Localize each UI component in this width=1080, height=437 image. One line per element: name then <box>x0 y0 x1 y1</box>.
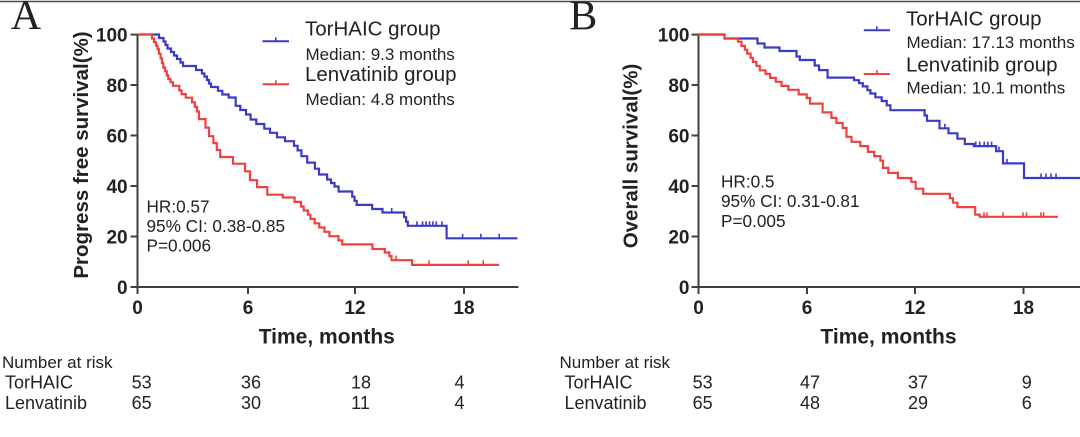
svg-text:Median: 10.1 months: Median: 10.1 months <box>907 78 1066 97</box>
svg-text:0: 0 <box>132 298 143 319</box>
svg-text:Lenvatinib group: Lenvatinib group <box>906 53 1058 76</box>
svg-text:0: 0 <box>117 278 128 299</box>
svg-text:18: 18 <box>1013 298 1034 319</box>
svg-text:TorHAIC group: TorHAIC group <box>305 17 441 40</box>
svg-text:Lenvatinib: Lenvatinib <box>565 393 647 413</box>
svg-text:12: 12 <box>904 298 925 319</box>
svg-text:6: 6 <box>243 298 254 319</box>
svg-text:37: 37 <box>908 373 928 393</box>
svg-text:20: 20 <box>668 228 689 249</box>
svg-text:40: 40 <box>106 177 127 198</box>
svg-text:95% CI: 0.38-0.85: 95% CI: 0.38-0.85 <box>147 216 286 236</box>
svg-text:11: 11 <box>351 393 370 413</box>
svg-text:B: B <box>569 0 597 40</box>
svg-text:29: 29 <box>908 393 928 413</box>
svg-text:65: 65 <box>132 393 152 413</box>
svg-text:Lenvatinib: Lenvatinib <box>5 393 87 413</box>
svg-text:Lenvatinib group: Lenvatinib group <box>305 63 457 86</box>
svg-text:Number at risk: Number at risk <box>560 353 671 372</box>
svg-text:20: 20 <box>106 228 127 249</box>
svg-text:80: 80 <box>106 76 127 97</box>
svg-text:TorHAIC group: TorHAIC group <box>906 7 1042 30</box>
svg-text:6: 6 <box>802 298 813 319</box>
svg-text:30: 30 <box>241 393 261 413</box>
svg-text:P=0.006: P=0.006 <box>147 236 212 256</box>
svg-text:80: 80 <box>668 76 689 97</box>
svg-text:Time, months: Time, months <box>820 325 956 348</box>
svg-text:18: 18 <box>453 298 474 319</box>
svg-text:40: 40 <box>668 177 689 198</box>
svg-text:60: 60 <box>668 127 689 148</box>
svg-text:48: 48 <box>800 393 820 413</box>
svg-text:Number at risk: Number at risk <box>2 353 113 372</box>
svg-text:100: 100 <box>658 26 690 47</box>
svg-text:47: 47 <box>800 373 820 393</box>
svg-text:65: 65 <box>693 393 713 413</box>
svg-text:18: 18 <box>351 373 371 393</box>
svg-text:0: 0 <box>693 298 704 319</box>
svg-text:Overall survival(%): Overall survival(%) <box>620 64 643 249</box>
svg-text:36: 36 <box>241 373 261 393</box>
svg-text:0: 0 <box>679 278 690 299</box>
svg-text:Median: 17.13 months: Median: 17.13 months <box>907 33 1075 52</box>
svg-text:53: 53 <box>132 373 152 393</box>
svg-text:4: 4 <box>454 393 464 413</box>
svg-text:Time, months: Time, months <box>259 325 395 348</box>
svg-text:4: 4 <box>454 373 464 393</box>
svg-text:TorHAIC: TorHAIC <box>5 373 73 393</box>
svg-text:100: 100 <box>96 26 128 47</box>
svg-text:12: 12 <box>344 298 365 319</box>
svg-text:9: 9 <box>1022 373 1032 393</box>
svg-text:Progress free survival(%): Progress free survival(%) <box>70 31 93 278</box>
svg-text:53: 53 <box>693 373 713 393</box>
svg-text:HR:0.5: HR:0.5 <box>721 172 775 192</box>
svg-text:TorHAIC: TorHAIC <box>565 373 633 393</box>
svg-text:HR:0.57: HR:0.57 <box>147 196 210 216</box>
svg-text:6: 6 <box>1022 393 1032 413</box>
svg-text:P=0.005: P=0.005 <box>721 211 786 231</box>
svg-text:Median: 4.8 months: Median: 4.8 months <box>306 90 455 109</box>
svg-text:95% CI: 0.31-0.81: 95% CI: 0.31-0.81 <box>721 191 860 211</box>
svg-text:Median: 9.3 months: Median: 9.3 months <box>306 45 455 64</box>
svg-text:A: A <box>11 0 42 39</box>
svg-text:60: 60 <box>106 127 127 148</box>
